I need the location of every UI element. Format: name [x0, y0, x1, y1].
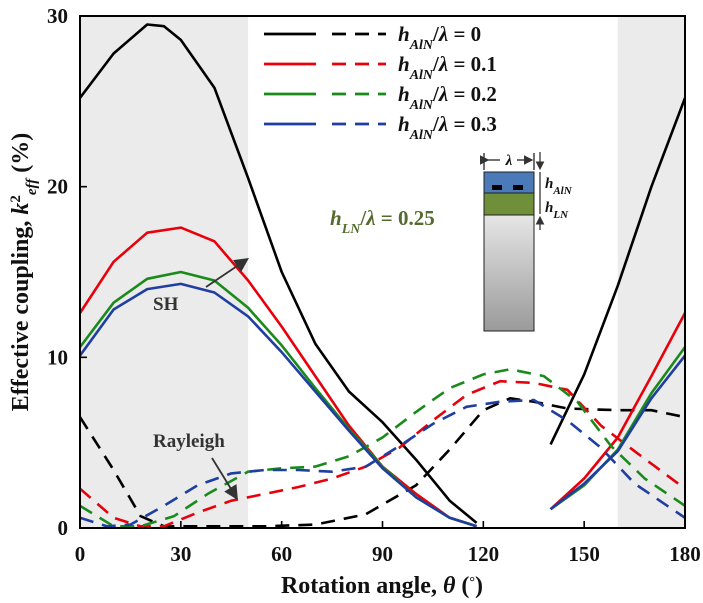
- legend-label: hAlN/λ = 0: [398, 22, 481, 53]
- series-line: [80, 398, 685, 528]
- x-tick-label: 60: [271, 542, 292, 566]
- y-tick-label: 0: [58, 516, 69, 540]
- series-line: [549, 354, 685, 511]
- rayleigh-label: Rayleigh: [153, 431, 225, 452]
- series-line: [80, 23, 478, 524]
- inset-electrode: [492, 185, 502, 190]
- legend-label: hAlN/λ = 0.1: [398, 52, 497, 83]
- x-tick-label: 180: [669, 542, 701, 566]
- inset-ln-layer: [483, 192, 535, 216]
- legend-label: hAlN/λ = 0.2: [398, 82, 497, 113]
- inset-electrode: [513, 185, 523, 190]
- inset-ln-label: hLN: [545, 200, 569, 221]
- series-line: [80, 368, 685, 528]
- x-tick-label: 90: [372, 542, 393, 566]
- y-tick-label: 10: [47, 345, 68, 369]
- inset-aln-layer: [483, 171, 535, 194]
- inset-substrate: [483, 214, 535, 332]
- x-axis-label: Rotation angle, θ (°): [281, 573, 483, 599]
- x-tick-label: 150: [568, 542, 600, 566]
- sh-arrow: [205, 257, 249, 288]
- y-axis-label: Effective coupling, k2eff (%): [8, 133, 40, 412]
- thickness-param: hLN/λ = 0.25: [330, 206, 435, 237]
- shaded-region: [617, 16, 685, 528]
- x-tick-label: 0: [75, 542, 86, 566]
- x-tick-label: 30: [170, 542, 191, 566]
- series-line: [80, 226, 477, 528]
- legend-label: hAlN/λ = 0.3: [398, 112, 497, 143]
- sh-label: SH: [153, 294, 179, 315]
- x-tick-label: 120: [468, 542, 500, 566]
- inset-lambda-label: λ: [505, 153, 513, 169]
- layer-stack-inset: λ hAlN hLN: [479, 152, 573, 332]
- y-tick-label: 30: [47, 4, 68, 28]
- series-line: [549, 97, 685, 445]
- inset-aln-label: hAlN: [545, 176, 573, 197]
- rayleigh-arrow: [211, 457, 238, 501]
- axis-ticks: 0 30 60 90 120 150 180 0 10 20 30: [47, 4, 701, 566]
- series-lines: [80, 23, 685, 528]
- y-tick-label: 20: [47, 175, 68, 199]
- series-line: [80, 282, 477, 528]
